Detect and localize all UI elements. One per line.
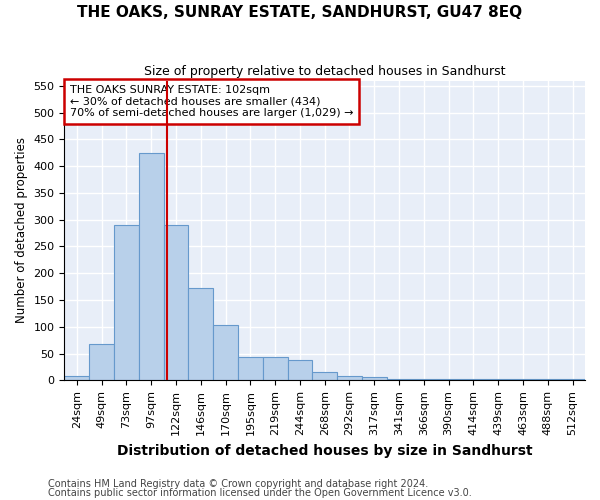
Bar [213, 324, 238, 380]
Bar [486, 378, 511, 380]
Bar [313, 372, 337, 380]
Bar [263, 358, 287, 380]
Y-axis label: Number of detached properties: Number of detached properties [15, 138, 28, 324]
Bar [287, 360, 313, 380]
Bar [188, 288, 213, 380]
Bar [560, 378, 585, 380]
Bar [164, 225, 188, 380]
Bar [436, 378, 461, 380]
Text: THE OAKS, SUNRAY ESTATE, SANDHURST, GU47 8EQ: THE OAKS, SUNRAY ESTATE, SANDHURST, GU47… [77, 5, 523, 20]
Text: Contains public sector information licensed under the Open Government Licence v3: Contains public sector information licen… [48, 488, 472, 498]
Bar [362, 377, 386, 380]
Title: Size of property relative to detached houses in Sandhurst: Size of property relative to detached ho… [144, 65, 505, 78]
Bar [386, 378, 412, 380]
Text: THE OAKS SUNRAY ESTATE: 102sqm
← 30% of detached houses are smaller (434)
70% of: THE OAKS SUNRAY ESTATE: 102sqm ← 30% of … [70, 85, 353, 118]
Bar [139, 153, 164, 380]
Bar [114, 225, 139, 380]
Bar [89, 344, 114, 381]
X-axis label: Distribution of detached houses by size in Sandhurst: Distribution of detached houses by size … [117, 444, 533, 458]
Text: Contains HM Land Registry data © Crown copyright and database right 2024.: Contains HM Land Registry data © Crown c… [48, 479, 428, 489]
Bar [412, 378, 436, 380]
Bar [337, 376, 362, 380]
Bar [535, 378, 560, 380]
Bar [511, 378, 535, 380]
Bar [461, 378, 486, 380]
Bar [64, 376, 89, 380]
Bar [238, 358, 263, 380]
